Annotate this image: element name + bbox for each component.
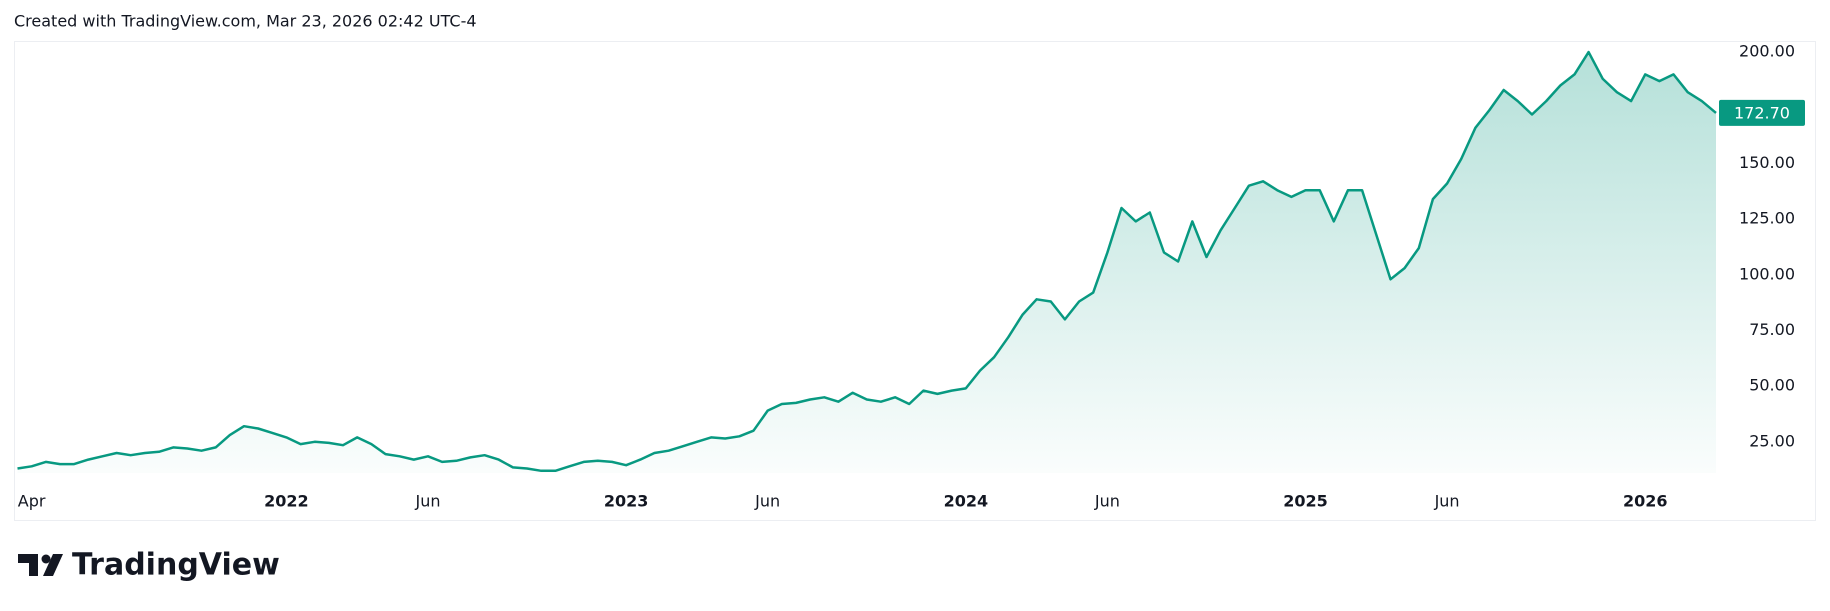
y-tick-label: 25.00 [1749,431,1795,450]
x-tick-label: Apr [18,492,46,511]
x-tick-label: 2025 [1283,492,1328,511]
x-tick-label: 2024 [944,492,989,511]
y-tick-label: 125.00 [1739,209,1795,228]
y-tick-label: 75.00 [1749,320,1795,339]
x-tick-label: 2022 [264,492,309,511]
header-text: Created with TradingView.com, Mar 23, 20… [14,12,477,31]
brand-logo [18,554,63,576]
brand-name: TradingView [72,548,280,583]
last-price-box [1719,99,1805,126]
x-tick-label: Jun [754,492,780,511]
x-tick-label: 2023 [604,492,649,511]
x-tick-label: Jun [1434,492,1460,511]
last-price-label: 172.70 [1734,103,1790,122]
x-tick-label: Jun [414,492,440,511]
price-line [17,50,1717,473]
x-tick-label: 2026 [1623,492,1668,511]
y-tick-label: 100.00 [1739,264,1795,283]
area-fill [17,52,1716,473]
y-tick-label: 200.00 [1739,42,1795,61]
x-tick-label: Jun [1094,492,1120,511]
y-tick-label: 150.00 [1739,153,1795,172]
y-tick-label: 50.00 [1749,376,1795,395]
chart-pane [14,41,1816,521]
